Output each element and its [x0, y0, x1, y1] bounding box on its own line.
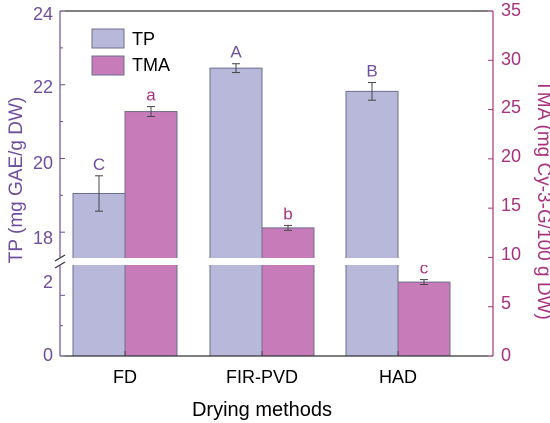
significance-label-tp-had: B — [366, 62, 377, 81]
tick-label-right-35: 35 — [501, 0, 521, 20]
bar-tma-fd — [124, 111, 178, 357]
tick-label-left-0: 0 — [43, 345, 53, 365]
bar-tp-fir-pvd — [209, 67, 263, 357]
tick-label-left-24: 24 — [33, 4, 53, 24]
tick-label-right-30: 30 — [501, 49, 521, 69]
bar-tp-had — [345, 90, 399, 357]
tick-label-right-0: 0 — [501, 345, 511, 365]
significance-label-tp-fd: C — [93, 155, 105, 174]
significance-label-tma-fd: a — [146, 86, 156, 105]
x-tick-label-had: HAD — [379, 367, 417, 387]
x-tick-label-fd: FD — [113, 367, 137, 387]
bar-tp-fd — [72, 192, 126, 357]
y-axis-title-right: TMA (mg Cy-3-G/100 g DW) — [533, 80, 550, 320]
x-tick-label-fir-pvd: FIR-PVD — [226, 367, 298, 387]
legend-label-tma: TMA — [132, 55, 170, 75]
tick-label-right-10: 10 — [501, 244, 521, 264]
legend-swatch-tp — [91, 28, 125, 49]
significance-label-tma-had: c — [420, 259, 429, 278]
significance-label-tma-fir-pvd: b — [283, 204, 292, 223]
tick-label-right-25: 25 — [501, 97, 521, 117]
axis-break-gap — [58, 258, 495, 265]
y-axis-title-left: TP (mg GAE/g DW) — [6, 97, 27, 263]
tick-label-left-18: 18 — [33, 228, 53, 248]
legend-swatch-tma — [91, 55, 125, 76]
significance-label-tp-fir-pvd: A — [230, 43, 242, 62]
x-axis-title: Drying methods — [192, 399, 332, 421]
tick-label-right-20: 20 — [501, 146, 521, 166]
tick-label-left-22: 22 — [33, 77, 53, 97]
tick-label-left-20: 20 — [33, 153, 53, 173]
tick-label-right-15: 15 — [501, 195, 521, 215]
legend-label-tp: TP — [132, 29, 155, 49]
plot-layer: C A Ba b c — [54, 10, 495, 357]
tick-label-left-2: 2 — [43, 272, 53, 292]
bar-tma-had — [397, 281, 451, 357]
tick-label-right-5: 5 — [501, 293, 511, 313]
bar-tma-fir-pvd — [261, 227, 315, 357]
